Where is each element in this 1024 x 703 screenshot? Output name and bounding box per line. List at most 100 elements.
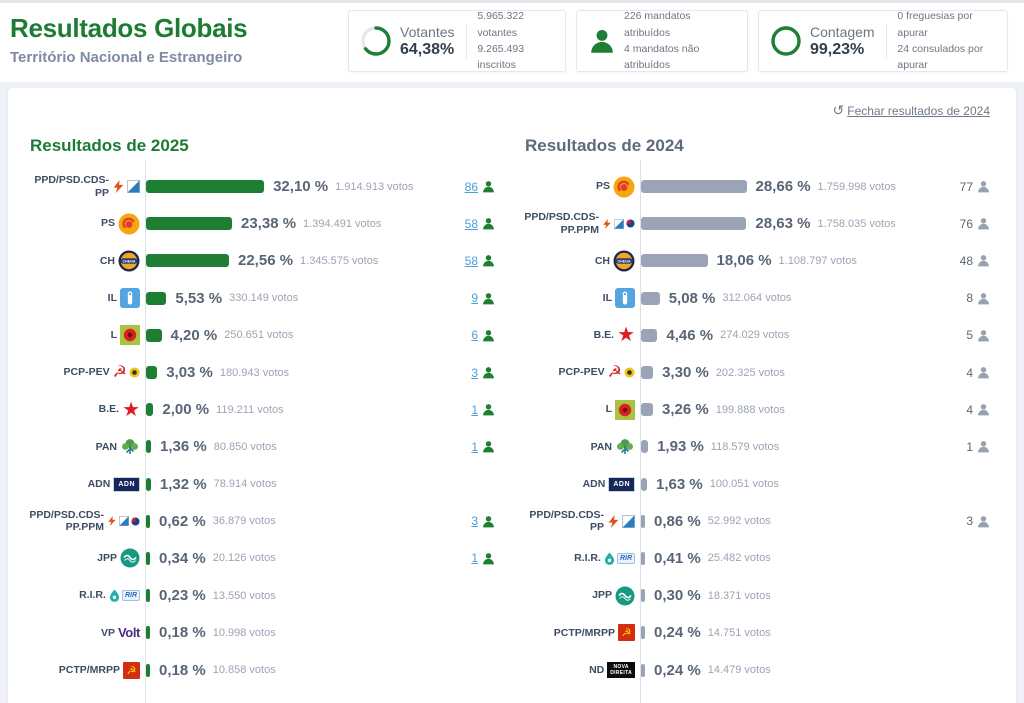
party-result-row: CH CHEGA 18,06 % 1.108.797 votos 48 xyxy=(525,242,990,279)
stat-box-mandatos: 226 mandatos atribuídos 4 mandatos não a… xyxy=(576,10,748,72)
ps-icon xyxy=(118,213,140,235)
party-label: PCTP/MRPP xyxy=(58,663,120,676)
party-label: CH xyxy=(99,254,115,267)
mandates-link[interactable]: 58 xyxy=(464,216,478,231)
person-icon xyxy=(483,441,494,453)
svg-text:CHEGA: CHEGA xyxy=(123,259,136,263)
votantes-label: Votantes xyxy=(400,23,455,40)
result-bar xyxy=(146,663,150,677)
mandates-cell: 4 xyxy=(946,366,990,380)
result-bar xyxy=(146,626,150,640)
result-bar xyxy=(641,328,658,342)
votes-value: 1.394.491 votos xyxy=(303,217,382,230)
party-result-row: PCTP/MRPP ☭ 0,24 % 14.751 votos xyxy=(525,614,990,651)
person-icon xyxy=(483,292,494,305)
result-bar xyxy=(146,551,150,565)
results-panel: ↺ Fechar resultados de 2024 Resultados de… xyxy=(8,88,1016,703)
mandates-cell: 5 xyxy=(946,328,990,342)
votes-value: 330.149 votos xyxy=(229,292,299,305)
close-2024-results-link[interactable]: ↺ Fechar resultados de 2024 xyxy=(832,102,991,118)
adn-icon: ADN xyxy=(113,476,140,492)
mandates-count: 5 xyxy=(966,328,973,343)
psd-cds-ppm-icon xyxy=(602,218,635,229)
person-icon xyxy=(483,515,494,528)
percent-value: 18,06 % xyxy=(716,252,772,270)
votes-value: 13.550 votos xyxy=(212,589,276,602)
person-icon xyxy=(978,255,989,267)
mandates-cell: 86 xyxy=(451,180,495,194)
party-result-row: PCTP/MRPP ☭ 0,18 % 10.858 votos xyxy=(30,651,495,688)
percent-value: 32,10 % xyxy=(273,178,329,196)
party-label: PPD/PSD.CDS-PP.PPM xyxy=(524,211,599,236)
stat-box-contagem: Contagem 99,23% 0 freguesias por apurar … xyxy=(758,10,1008,72)
jpp-icon xyxy=(120,548,140,568)
mandates-person-icon xyxy=(591,29,613,53)
adn-icon: ADN xyxy=(608,476,635,492)
mandates-link[interactable]: 1 xyxy=(471,402,478,417)
percent-value: 1,32 % xyxy=(159,475,207,493)
psd-cds-ppm-icon xyxy=(107,516,140,527)
page-header: Resultados Globais Território Nacional e… xyxy=(0,0,1024,82)
person-icon xyxy=(978,329,989,342)
party-result-row: JPP 0,30 % 18.371 votos xyxy=(525,577,990,614)
mandates-link[interactable]: 9 xyxy=(471,291,478,306)
party-result-row: PPD/PSD.CDS-PP 0,86 % 52.992 votos 3 xyxy=(525,503,990,540)
be-icon: ★ xyxy=(617,324,635,347)
party-result-row: B.E. ★ 2,00 % 119.211 votos 1 xyxy=(30,391,495,428)
mandates-link[interactable]: 1 xyxy=(471,551,478,566)
result-bar xyxy=(641,626,645,640)
person-icon xyxy=(978,218,989,230)
mandates-link[interactable]: 3 xyxy=(471,365,478,380)
undo-icon: ↺ xyxy=(832,102,845,118)
party-label: PPD/PSD.CDS-PP xyxy=(529,508,604,534)
percent-value: 0,18 % xyxy=(159,624,206,642)
percent-value: 0,34 % xyxy=(159,549,206,567)
result-bar xyxy=(641,663,645,677)
pan-icon xyxy=(615,437,635,457)
mandates-cell: 3 xyxy=(946,514,990,528)
party-label: JPP xyxy=(592,589,612,602)
party-label: R.I.R. xyxy=(574,552,601,565)
party-result-row: PPD/PSD.CDS-PP 32,10 % 1.914.913 votos 86 xyxy=(30,168,495,205)
party-label: ADN xyxy=(87,477,111,490)
votes-value: 20.126 votos xyxy=(212,552,276,565)
mandates-link[interactable]: 3 xyxy=(471,514,478,529)
page-title: Resultados Globais xyxy=(10,13,248,43)
person-icon xyxy=(978,367,989,379)
party-label: PPD/PSD.CDS-PP.PPM xyxy=(29,508,104,534)
mandates-link[interactable]: 86 xyxy=(464,179,478,194)
mandates-link[interactable]: 6 xyxy=(471,328,478,343)
party-result-row: IL 5,08 % 312.064 votos 8 xyxy=(525,280,990,317)
party-result-row: PS 23,38 % 1.394.491 votos 58 xyxy=(30,205,495,242)
svg-text:CHEGA: CHEGA xyxy=(618,259,631,263)
votantes-detail-2: 9.265.493 inscritos xyxy=(477,43,525,72)
mandates-count: 8 xyxy=(966,291,973,306)
percent-value: 0,23 % xyxy=(159,587,206,605)
mandates-cell: 8 xyxy=(946,291,990,305)
result-bar xyxy=(641,477,647,491)
percent-value: 0,62 % xyxy=(159,512,206,530)
mandates-cell: 1 xyxy=(451,551,495,565)
percent-value: 5,53 % xyxy=(175,289,223,307)
party-label: CH xyxy=(594,254,610,267)
contagem-progress-ring-icon xyxy=(771,26,801,56)
result-bar xyxy=(146,217,232,231)
mandates-cell: 1 xyxy=(946,440,990,454)
contagem-detail-2: 24 consulados por apurar xyxy=(897,43,984,72)
pan-icon xyxy=(120,437,140,457)
mandates-link[interactable]: 1 xyxy=(471,439,478,454)
results-column-2024: Resultados de 2024 PS 28,66 % 1.759.998 vo… xyxy=(524,130,990,703)
votantes-progress-ring-icon xyxy=(361,26,391,56)
results-2025-list: PPD/PSD.CDS-PP 32,10 % 1.914.913 votos 86 PS… xyxy=(29,160,495,703)
votes-value: 14.751 votos xyxy=(707,626,771,639)
votes-value: 10.858 votos xyxy=(212,664,276,677)
percent-value: 28,63 % xyxy=(755,215,811,233)
result-bar xyxy=(641,291,660,305)
mandates-cell: 4 xyxy=(946,403,990,417)
result-bar xyxy=(146,366,158,380)
party-result-row: B.E. ★ 4,46 % 274.029 votos 5 xyxy=(525,317,990,354)
mandates-count: 1 xyxy=(966,439,973,454)
mandates-link[interactable]: 58 xyxy=(464,253,478,268)
votes-value: 10.998 votos xyxy=(212,626,276,639)
mandates-cell: 3 xyxy=(451,514,495,528)
